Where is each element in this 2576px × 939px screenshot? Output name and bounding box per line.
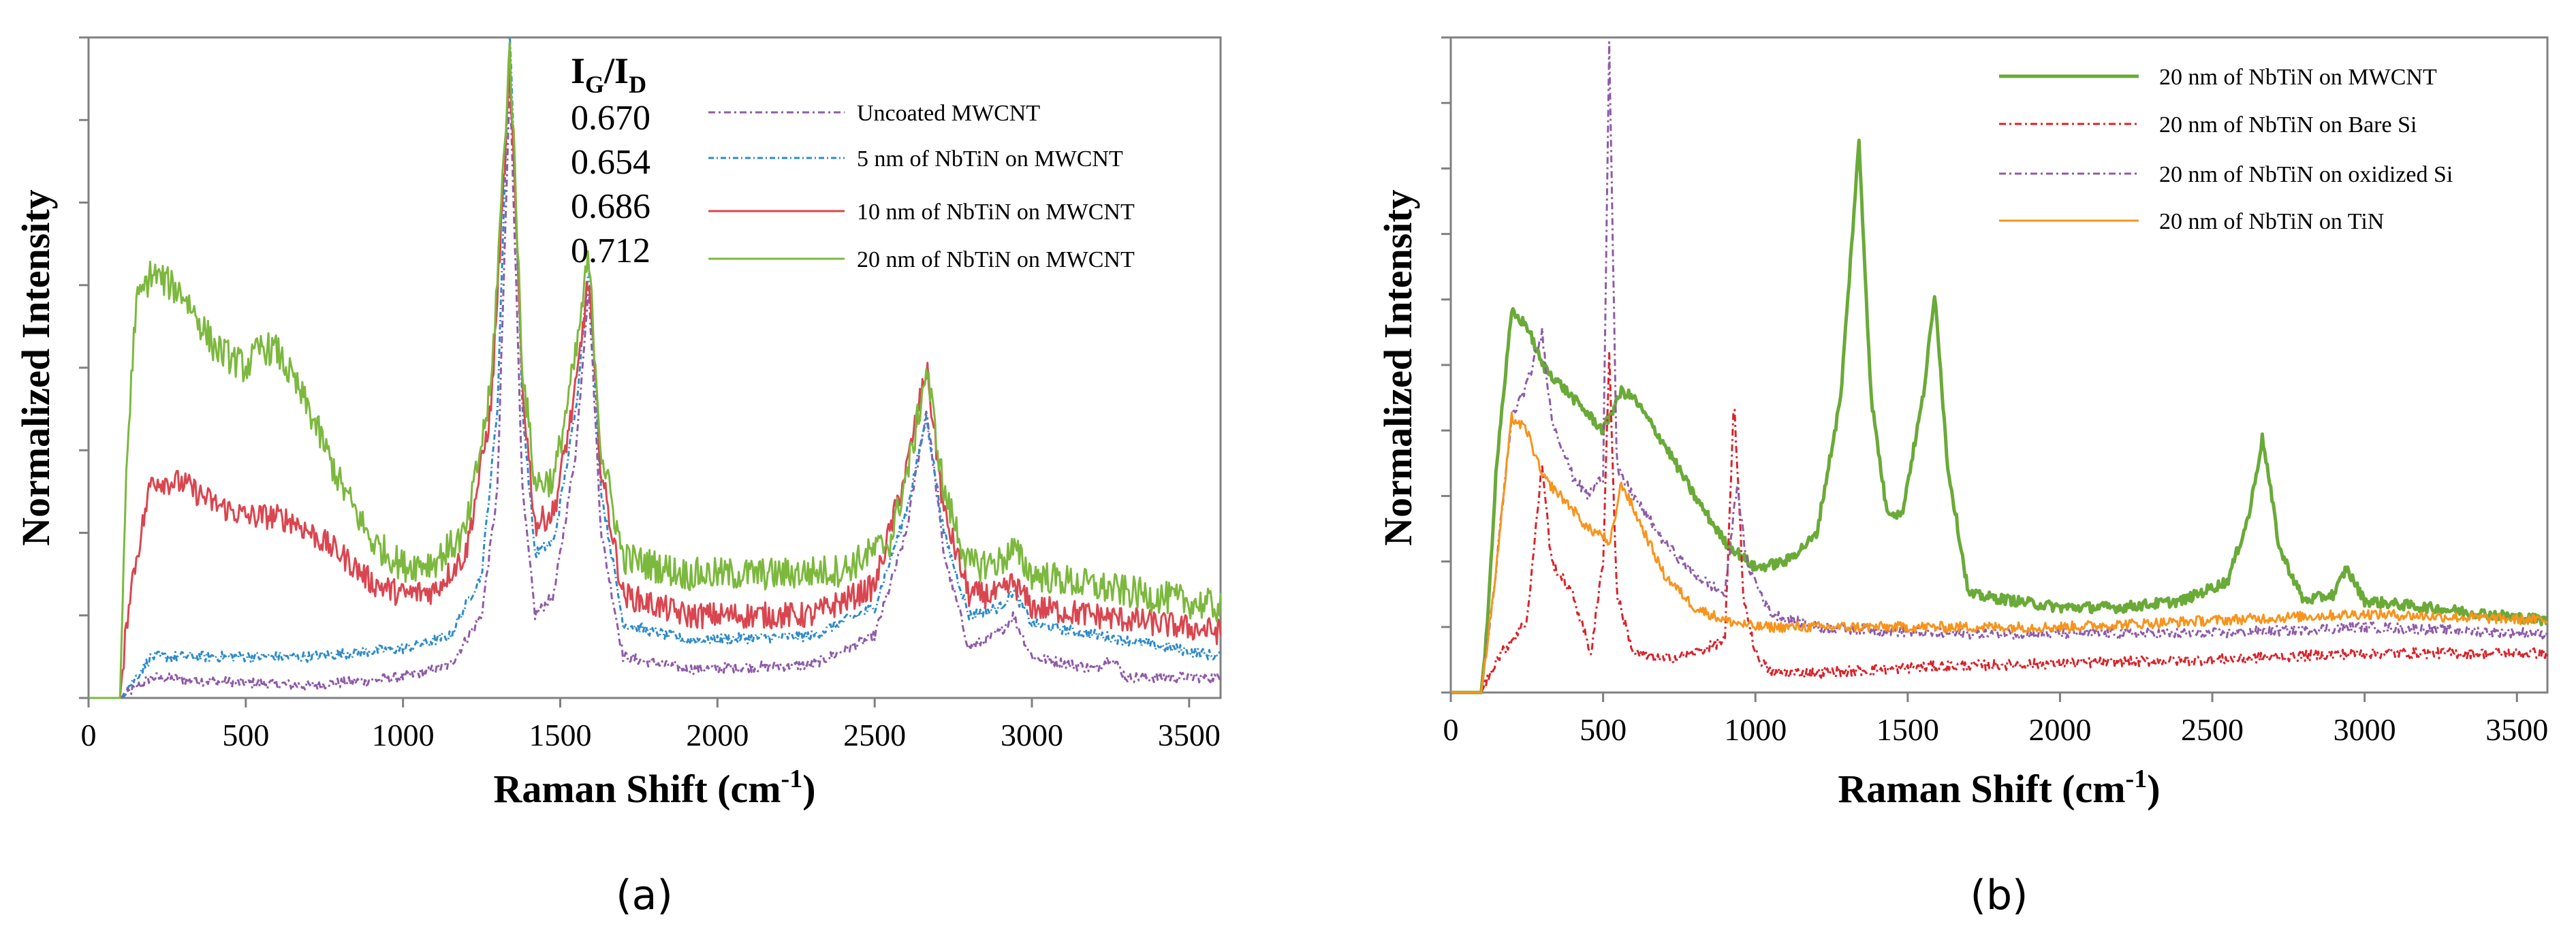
y-ticks-b bbox=[1441, 36, 1451, 694]
ratio-value-2: 0.686 bbox=[571, 187, 650, 226]
series-line-b-0 bbox=[1450, 138, 2548, 695]
x-ticks-b: 0 500 1000 1500 2000 2500 3000 3500 bbox=[1443, 693, 2548, 747]
series-line-b-3 bbox=[1451, 411, 2549, 694]
x-tick-label-a-7: 3500 bbox=[1158, 718, 1221, 752]
x-ticks-a: 0 500 1000 1500 2000 2500 3000 3500 bbox=[81, 698, 1221, 752]
ratio-value-3: 0.712 bbox=[571, 232, 650, 270]
series-line-a-0 bbox=[89, 75, 1222, 699]
x-tick-label-b-3: 1500 bbox=[1876, 712, 1939, 747]
x-tick-label-a-4: 2000 bbox=[686, 718, 749, 752]
legend-label-b-0: 20 nm of NbTiN on MWCNT bbox=[2159, 65, 2437, 90]
y-ticks-a bbox=[79, 36, 89, 699]
ratio-value-0: 0.670 bbox=[571, 99, 650, 138]
x-tick-label-a-5: 2500 bbox=[843, 718, 906, 752]
series-line-b-2 bbox=[1451, 41, 2549, 694]
x-axis-title-a: Raman Shift (cm-1) bbox=[493, 765, 815, 811]
legend-label-b-2: 20 nm of NbTiN on oxidized Si bbox=[2159, 162, 2453, 187]
x-axis-title-b: Raman Shift (cm-1) bbox=[1838, 765, 2160, 811]
y-axis-title-a: Normalized Intensity bbox=[14, 189, 58, 546]
legend-label-a-2: 10 nm of NbTiN on MWCNT bbox=[857, 200, 1135, 225]
ratio-value-1: 0.654 bbox=[571, 143, 650, 182]
x-tick-label-b-0: 0 bbox=[1443, 712, 1459, 747]
legend-label-b-3: 20 nm of NbTiN on TiN bbox=[2159, 209, 2384, 234]
x-tick-label-a-3: 1500 bbox=[529, 718, 592, 752]
legend-label-a-0: Uncoated MWCNT bbox=[857, 101, 1040, 126]
chart-panel-b: 0 500 1000 1500 2000 2500 3000 3500 20 nm of Nb… bbox=[1376, 36, 2549, 919]
legend-b: 20 nm of NbTiN on MWCNT 20 nm of NbTiN o… bbox=[1999, 65, 2453, 234]
series-line-a-2 bbox=[89, 60, 1222, 699]
x-tick-label-b-1: 500 bbox=[1580, 712, 1627, 747]
x-tick-label-b-2: 1000 bbox=[1724, 712, 1787, 747]
x-tick-label-b-7: 3500 bbox=[2485, 712, 2548, 747]
series-line-a-1 bbox=[89, 36, 1221, 699]
x-tick-label-a-6: 3000 bbox=[1001, 718, 1063, 752]
series-line-a-3 bbox=[89, 42, 1222, 699]
x-tick-label-b-5: 2500 bbox=[2181, 712, 2244, 747]
caption-a: (a) bbox=[616, 872, 673, 919]
ratio-header: IG/ID bbox=[571, 50, 646, 98]
x-tick-label-b-4: 2000 bbox=[2028, 712, 2091, 747]
caption-b: (b) bbox=[1970, 872, 2028, 919]
legend-label-a-3: 20 nm of NbTiN on MWCNT bbox=[857, 247, 1135, 272]
x-tick-label-a-0: 0 bbox=[81, 718, 97, 752]
legend-label-a-1: 5 nm of NbTiN on MWCNT bbox=[857, 146, 1123, 172]
series-group-a bbox=[89, 36, 1222, 699]
series-line-b-1 bbox=[1451, 352, 2549, 694]
x-tick-label-a-2: 1000 bbox=[372, 718, 435, 752]
chart-panel-a: 0 500 1000 1500 2000 2500 3000 3500 IG/ID 0.670… bbox=[14, 36, 1222, 919]
x-tick-label-a-1: 500 bbox=[222, 718, 269, 752]
legend-a: Uncoated MWCNT 5 nm of NbTiN on MWCNT 10… bbox=[708, 101, 1135, 272]
series-group-b bbox=[1450, 41, 2549, 695]
legend-label-b-1: 20 nm of NbTiN on Bare Si bbox=[2159, 112, 2417, 138]
y-axis-title-b: Normalized Intensity bbox=[1376, 189, 1420, 546]
x-tick-label-b-6: 3000 bbox=[2334, 712, 2396, 747]
